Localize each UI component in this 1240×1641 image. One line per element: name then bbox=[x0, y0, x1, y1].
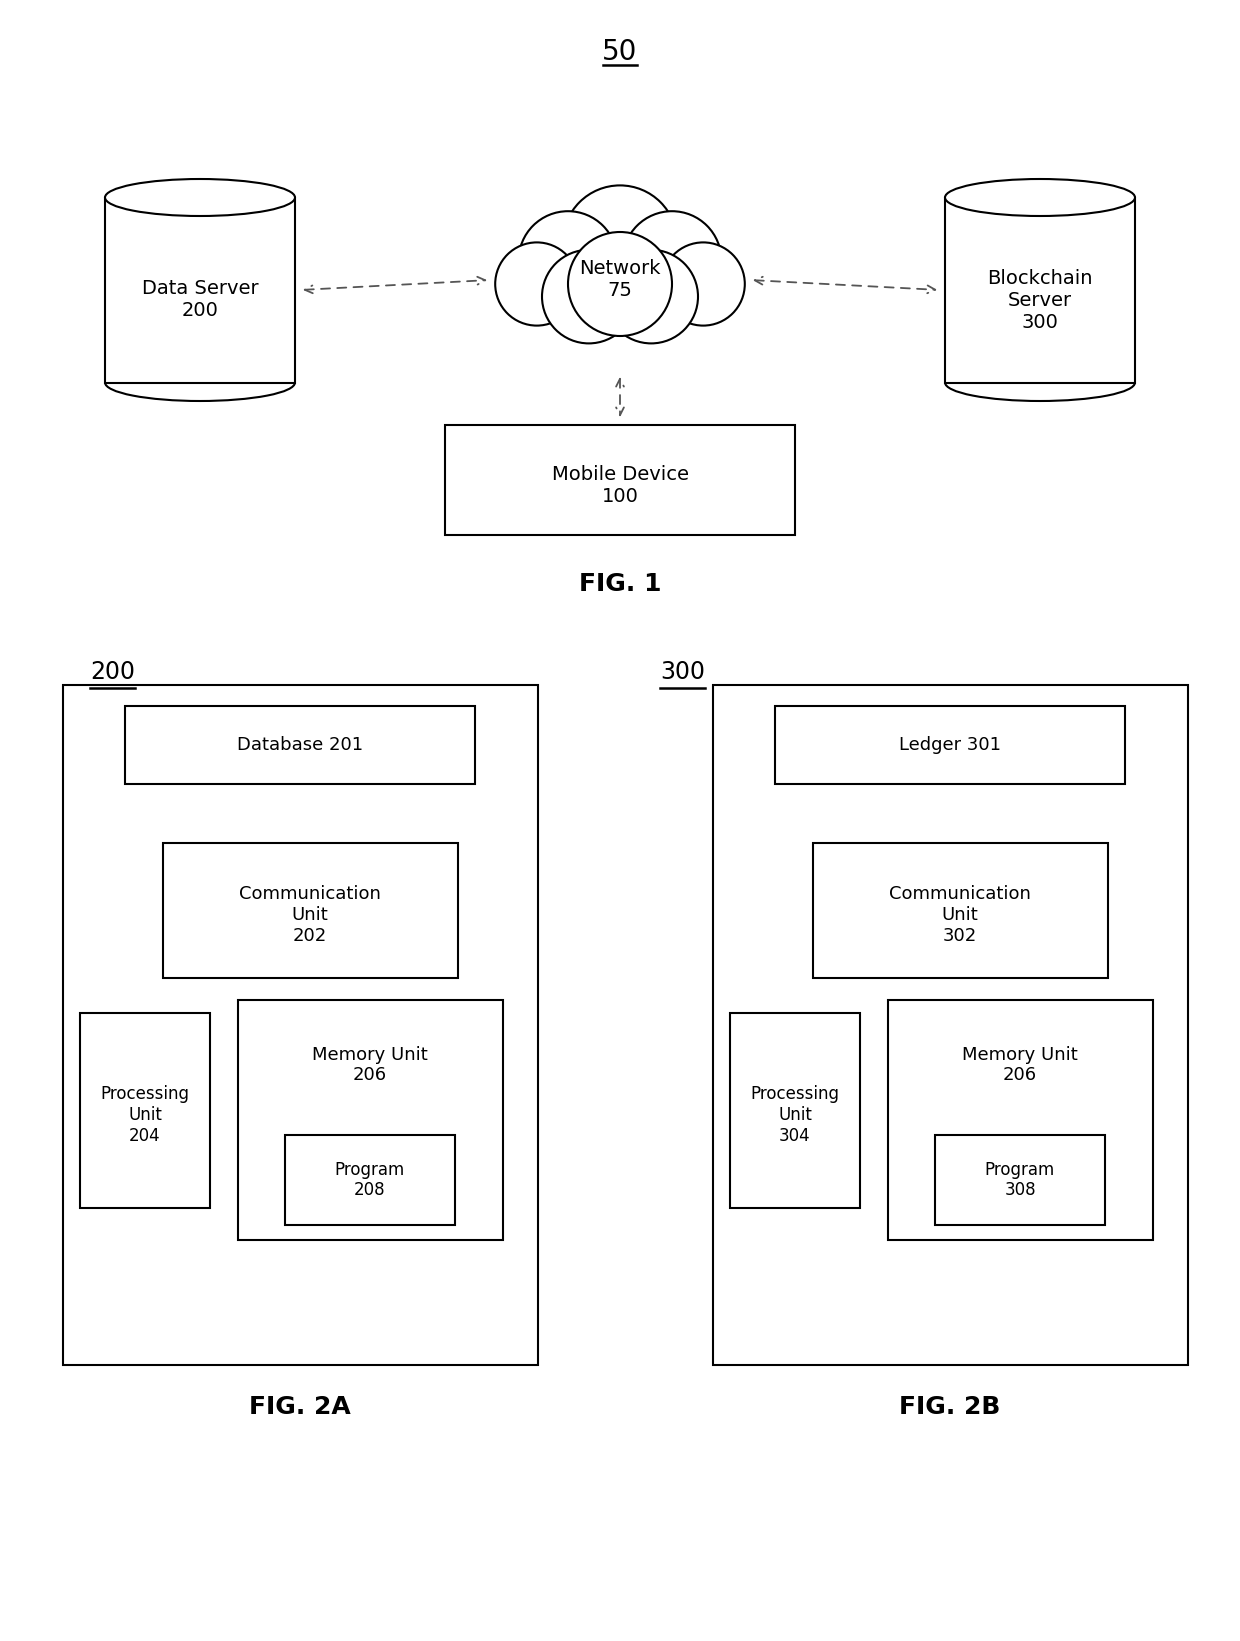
Text: Ledger 301: Ledger 301 bbox=[899, 737, 1001, 753]
Text: Blockchain
Server
300: Blockchain Server 300 bbox=[987, 269, 1092, 331]
Bar bbox=[445, 425, 795, 535]
Text: 200: 200 bbox=[91, 660, 135, 684]
Text: FIG. 2A: FIG. 2A bbox=[249, 1395, 351, 1419]
Bar bbox=[935, 1136, 1105, 1224]
Bar bbox=[125, 706, 475, 784]
Bar bbox=[62, 684, 537, 1365]
Text: Communication
Unit
202: Communication Unit 202 bbox=[239, 884, 381, 945]
Bar bbox=[945, 197, 1135, 382]
Bar bbox=[730, 1012, 861, 1208]
Text: Program
308: Program 308 bbox=[985, 1160, 1055, 1200]
Circle shape bbox=[518, 212, 618, 310]
Text: Memory Unit
206: Memory Unit 206 bbox=[962, 1045, 1078, 1085]
Bar bbox=[713, 684, 1188, 1365]
Text: FIG. 2B: FIG. 2B bbox=[899, 1395, 1001, 1419]
Text: Program
208: Program 208 bbox=[335, 1160, 405, 1200]
Text: Data Server
200: Data Server 200 bbox=[141, 279, 258, 320]
Ellipse shape bbox=[105, 179, 295, 217]
Circle shape bbox=[563, 185, 677, 300]
Circle shape bbox=[662, 243, 745, 325]
Text: Processing
Unit
204: Processing Unit 204 bbox=[100, 1085, 190, 1145]
Bar bbox=[81, 1012, 210, 1208]
Circle shape bbox=[622, 212, 722, 310]
Text: Database 201: Database 201 bbox=[237, 737, 363, 753]
Ellipse shape bbox=[945, 179, 1135, 217]
Text: 50: 50 bbox=[603, 38, 637, 66]
Circle shape bbox=[568, 231, 672, 336]
Text: FIG. 1: FIG. 1 bbox=[579, 573, 661, 596]
Text: Memory Unit
206: Memory Unit 206 bbox=[312, 1045, 428, 1085]
Text: Mobile Device
100: Mobile Device 100 bbox=[552, 464, 688, 505]
Text: Communication
Unit
302: Communication Unit 302 bbox=[889, 884, 1030, 945]
Bar bbox=[162, 842, 458, 978]
Circle shape bbox=[495, 243, 578, 325]
Circle shape bbox=[604, 249, 698, 343]
Circle shape bbox=[542, 249, 636, 343]
Bar bbox=[285, 1136, 455, 1224]
Bar bbox=[775, 706, 1125, 784]
Bar bbox=[238, 999, 502, 1241]
Bar bbox=[888, 999, 1152, 1241]
Bar bbox=[812, 842, 1107, 978]
Text: Processing
Unit
304: Processing Unit 304 bbox=[750, 1085, 839, 1145]
Text: Network
75: Network 75 bbox=[579, 259, 661, 300]
Bar bbox=[105, 197, 295, 382]
Text: 300: 300 bbox=[660, 660, 706, 684]
